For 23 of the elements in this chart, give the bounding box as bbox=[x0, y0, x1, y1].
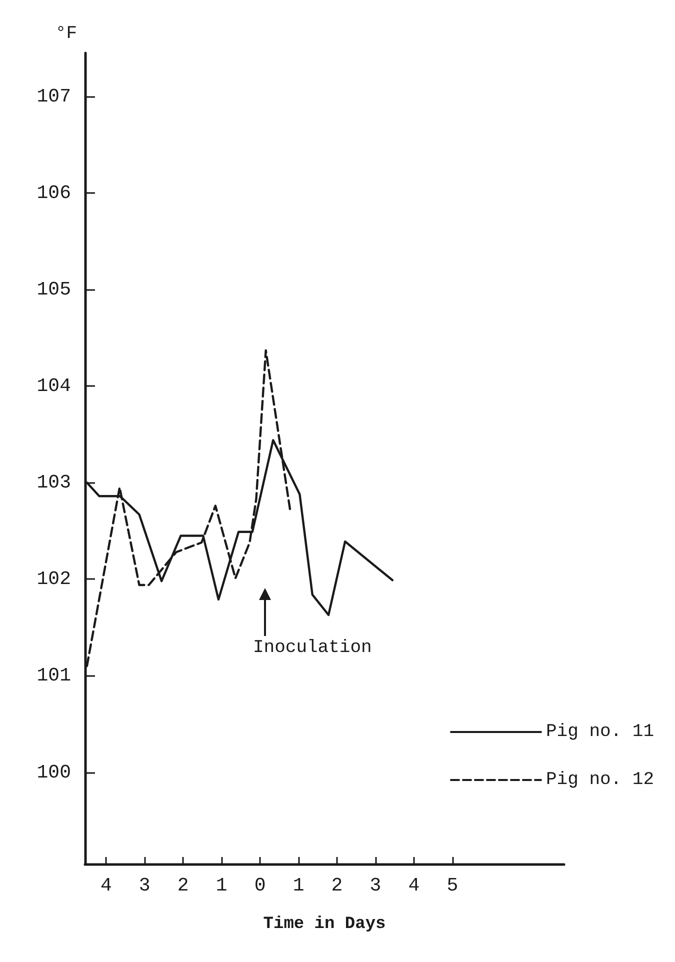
x-tick-label: 3 bbox=[138, 874, 150, 896]
x-tick-label: 5 bbox=[446, 874, 458, 896]
x-tick-label: 2 bbox=[331, 874, 343, 896]
x-tick-label: 2 bbox=[177, 874, 189, 896]
y-tick-label: 107 bbox=[36, 85, 71, 108]
x-axis-title: Time in Days bbox=[263, 915, 386, 934]
y-tick-label: 102 bbox=[36, 568, 71, 590]
y-tick-label: 101 bbox=[36, 664, 71, 687]
y-tick-label: 104 bbox=[36, 375, 71, 398]
x-tick-label: 4 bbox=[408, 874, 420, 896]
y-tick-label: 105 bbox=[36, 278, 71, 301]
legend-label: Pig no. 12 bbox=[546, 770, 654, 790]
legend-label: Pig no. 11 bbox=[546, 722, 654, 742]
y-tick-label: 106 bbox=[36, 182, 71, 204]
y-axis-title: °F bbox=[55, 24, 77, 44]
x-tick-label: 4 bbox=[100, 874, 112, 896]
y-tick-label: 103 bbox=[36, 472, 71, 494]
x-tick-label: 0 bbox=[254, 874, 266, 896]
x-tick-label: 1 bbox=[292, 874, 304, 896]
x-tick-label: 3 bbox=[370, 874, 382, 896]
x-tick-label: 1 bbox=[216, 874, 228, 896]
annotation: Inoculation bbox=[253, 638, 372, 658]
y-tick-label: 100 bbox=[36, 761, 71, 784]
